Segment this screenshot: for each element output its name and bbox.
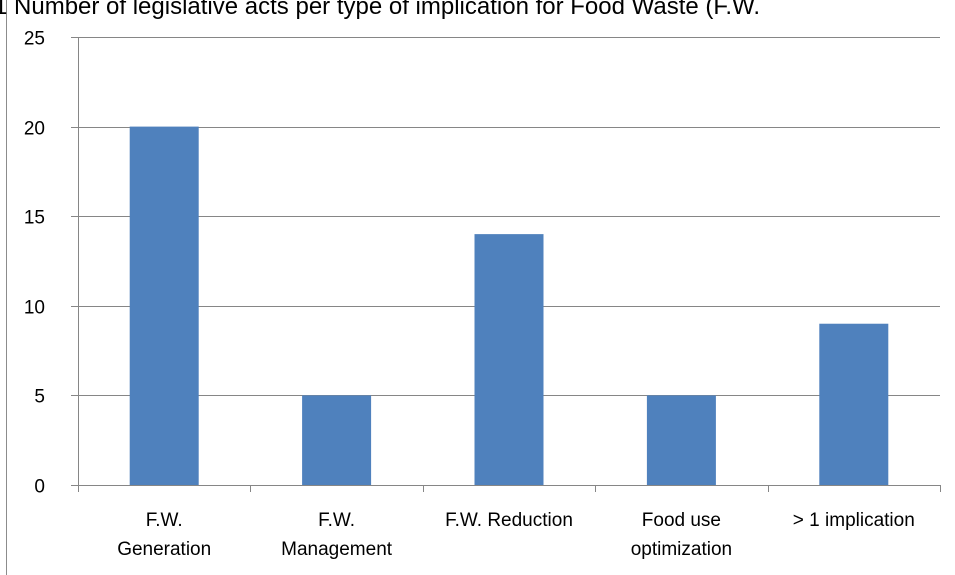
- bar: [819, 323, 889, 485]
- y-tick-label: 10: [24, 298, 45, 319]
- x-category-label-line: Management: [281, 539, 393, 560]
- y-tick-label: 20: [24, 119, 45, 140]
- chart-frame: [6, 0, 955, 575]
- x-category-label-line: F.W.: [146, 510, 183, 531]
- y-axis-tick-labels: 0 5 10 15 20 25: [24, 29, 45, 498]
- x-category-label: > 1 implication: [793, 510, 915, 531]
- x-category-label-line: > 1 implication: [793, 510, 915, 531]
- x-category-label-line: Food use: [642, 510, 721, 531]
- x-category-label-line: F.W. Reduction: [445, 510, 573, 531]
- axes: [71, 37, 941, 492]
- x-category-label: F.W. Management: [281, 510, 393, 560]
- x-category-label: F.W. Reduction: [445, 510, 573, 531]
- bar: [129, 126, 199, 485]
- bars: [129, 126, 889, 485]
- y-tick-label: 25: [24, 29, 45, 50]
- x-category-label-line: F.W.: [318, 510, 355, 531]
- x-category-label: Food use optimization: [631, 510, 732, 560]
- y-tick-label: 5: [34, 387, 45, 408]
- x-category-label-line: optimization: [631, 539, 732, 560]
- bar: [302, 395, 372, 485]
- bar: [646, 395, 716, 485]
- chart-title: 1 Number of legislative acts per type of…: [0, 0, 761, 20]
- x-category-label-line: Generation: [117, 539, 211, 560]
- x-axis-category-labels: F.W. Generation F.W. Management F.W. Reducti…: [117, 510, 915, 560]
- x-category-label: F.W. Generation: [117, 510, 211, 560]
- y-tick-label: 0: [34, 477, 45, 498]
- y-tick-label: 15: [24, 208, 45, 229]
- bar: [474, 234, 544, 485]
